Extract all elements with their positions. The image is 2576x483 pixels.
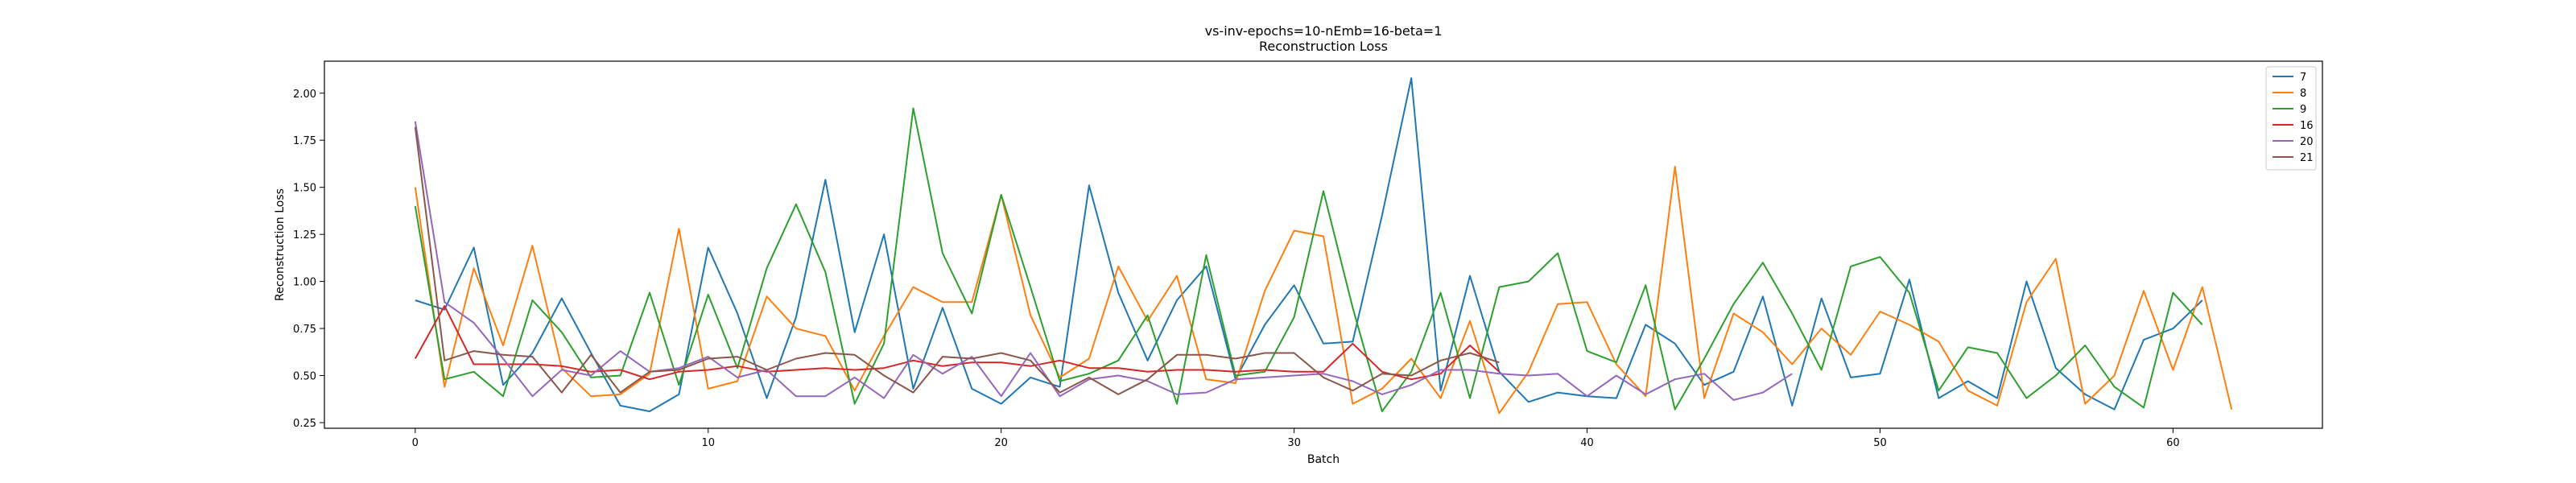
- y-tick-label: 0.25: [293, 418, 316, 430]
- series-line-20: [414, 121, 1793, 401]
- x-axis-label: Batch: [1307, 453, 1340, 466]
- y-tick-label: 0.75: [293, 324, 316, 336]
- legend-label-7: 7: [2300, 72, 2306, 84]
- y-tick-label: 2.00: [293, 89, 316, 101]
- x-tick-label: 50: [1873, 437, 1887, 449]
- y-tick-label: 1.00: [293, 277, 316, 289]
- y-tick-label: 1.25: [293, 229, 316, 242]
- y-tick-label: 0.50: [293, 371, 316, 383]
- y-tick-label: 1.75: [293, 135, 316, 147]
- series-line-21: [414, 126, 1500, 395]
- x-tick-label: 20: [994, 437, 1008, 449]
- x-tick-label: 0: [412, 437, 419, 449]
- x-tick-label: 10: [701, 437, 715, 449]
- series-line-8: [414, 166, 2233, 415]
- plot-area: [414, 77, 2233, 415]
- y-axis-label: Reconstruction Loss: [274, 188, 287, 301]
- chart-subtitle: Reconstruction Loss: [1259, 39, 1388, 54]
- series-line-9: [414, 107, 2203, 412]
- legend: 7 8 9 16 20 21: [2265, 66, 2317, 171]
- x-tick-label: 30: [1287, 437, 1301, 449]
- legend-label-20: 20: [2300, 136, 2314, 148]
- x-tick-label: 40: [1580, 437, 1594, 449]
- legend-label-9: 9: [2300, 104, 2306, 116]
- x-axis: 0 10 20 30 40 50 60: [412, 428, 2180, 449]
- y-tick-label: 1.50: [293, 183, 316, 195]
- chart-title: vs-inv-epochs=10-nEmb=16-beta=1: [1205, 23, 1443, 39]
- legend-label-21: 21: [2300, 152, 2314, 164]
- plot-frame: [324, 60, 2323, 429]
- legend-label-8: 8: [2300, 88, 2306, 100]
- x-tick-label: 60: [2166, 437, 2180, 449]
- series-line-7: [415, 77, 2203, 412]
- y-axis: 0.25 0.50 0.75 1.00 1.25 1.50 1.75 2.00: [293, 89, 324, 430]
- legend-label-16: 16: [2300, 120, 2314, 132]
